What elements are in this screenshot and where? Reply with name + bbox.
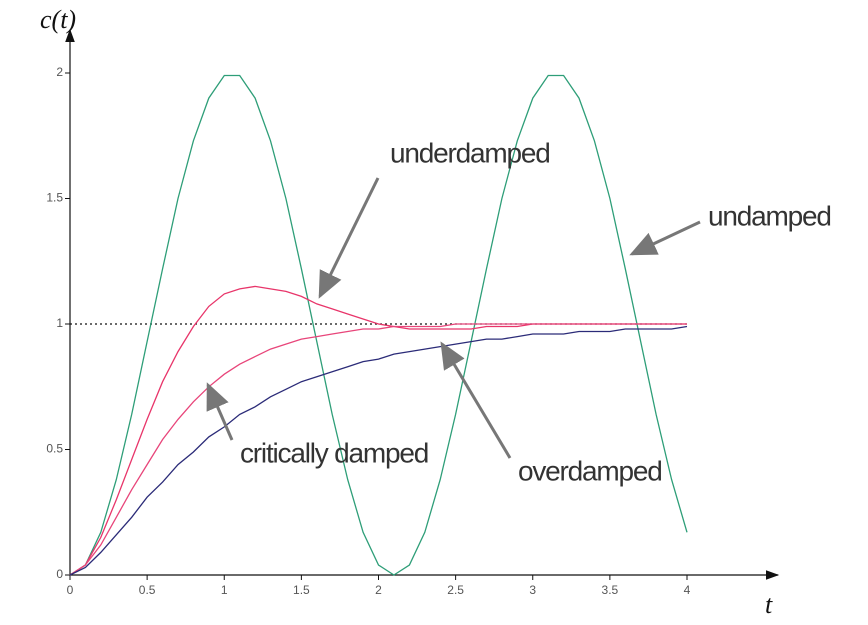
chart: c(t) t 0 0.5 1 1.5 2 2.5 3 3.5 4 0 0.5 1 1.5 2 undampe… — [0, 0, 868, 620]
annotation-label: overdamped — [518, 455, 662, 486]
y-tick-label: 2 — [56, 65, 63, 79]
x-tick-label: 1 — [221, 583, 228, 597]
y-tick-label: 0.5 — [46, 442, 63, 456]
y-axis-title: c(t) — [40, 5, 76, 34]
x-tick-label: 0 — [67, 583, 74, 597]
x-axis-title: t — [765, 590, 773, 619]
x-tick-label: 3 — [529, 583, 536, 597]
x-tick-label: 3.5 — [602, 583, 619, 597]
annotation-arrow — [442, 344, 510, 458]
annotation-label: underdamped — [390, 137, 550, 168]
x-tick-label: 4 — [684, 583, 691, 597]
annotation-arrow — [208, 385, 232, 440]
annotation-label: critically damped — [240, 437, 428, 468]
annotation-arrow — [632, 222, 700, 254]
x-tick-label: 2.5 — [447, 583, 464, 597]
series-line — [70, 286, 687, 575]
x-tick-label: 0.5 — [139, 583, 156, 597]
series-line — [70, 76, 687, 576]
annotation-label: undamped — [708, 200, 831, 231]
y-tick-label: 1 — [56, 316, 63, 330]
annotation-arrow — [320, 178, 378, 296]
x-tick-label: 2 — [375, 583, 382, 597]
y-tick-label: 0 — [56, 567, 63, 581]
x-tick-label: 1.5 — [293, 583, 310, 597]
y-tick-label: 1.5 — [46, 191, 63, 205]
